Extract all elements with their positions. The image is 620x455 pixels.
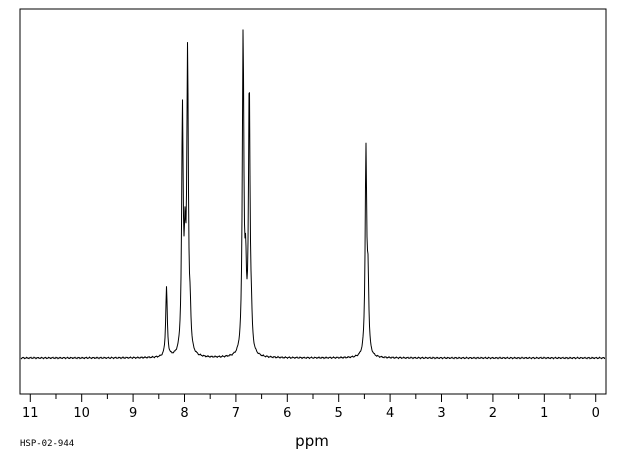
tick-label: 0	[592, 406, 600, 421]
tick-label: 4	[386, 406, 394, 421]
tick-label: 11	[22, 406, 39, 421]
x-axis-label: ppm	[295, 432, 329, 450]
tick-label: 8	[180, 406, 188, 421]
tick-label: 2	[489, 406, 497, 421]
tick-label: 1	[540, 406, 548, 421]
plot-frame	[19, 8, 607, 395]
tick-label: 5	[335, 406, 343, 421]
spectrum-code: HSP-02-944	[20, 439, 74, 449]
tick-label: 7	[232, 406, 240, 421]
tick-label: 6	[283, 406, 291, 421]
tick-label: 10	[73, 406, 90, 421]
x-axis-ticks	[29, 394, 597, 402]
tick-label: 3	[437, 406, 445, 421]
x-axis-tick-labels: 11 10 9 8 7 6 5 4 3 2 1 0	[22, 406, 600, 421]
spectrum-line	[20, 29, 606, 360]
tick-label: 9	[129, 406, 137, 421]
